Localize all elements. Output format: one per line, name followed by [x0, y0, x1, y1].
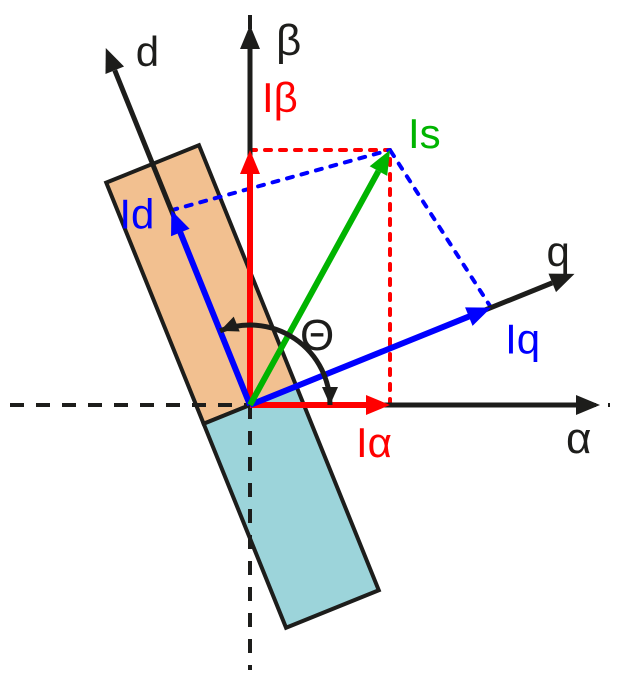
alpha_axis-head [576, 395, 600, 415]
d_axis-head [105, 48, 124, 74]
d_axis-label: d [136, 28, 159, 75]
I_q-head [465, 307, 491, 326]
I_s-label: Is [408, 110, 441, 157]
I_s-shaft [250, 171, 378, 405]
I_beta-label: Iβ [262, 74, 298, 121]
I_q-label: Iq [505, 316, 540, 363]
I_alpha-label: Iα [356, 419, 392, 466]
I_alpha-head [366, 395, 390, 415]
beta_axis-head [240, 25, 260, 49]
q_axis-label: q [547, 228, 570, 275]
q_axis-head [549, 274, 575, 293]
I_d-label: Id [119, 190, 154, 237]
alpha_axis-label: α [566, 414, 591, 463]
I_beta-head [240, 150, 260, 174]
projection-I_q-I_s [390, 150, 491, 308]
rotor-south [204, 386, 379, 627]
theta-label: Θ [300, 311, 334, 360]
beta_axis-label: β [276, 16, 301, 65]
